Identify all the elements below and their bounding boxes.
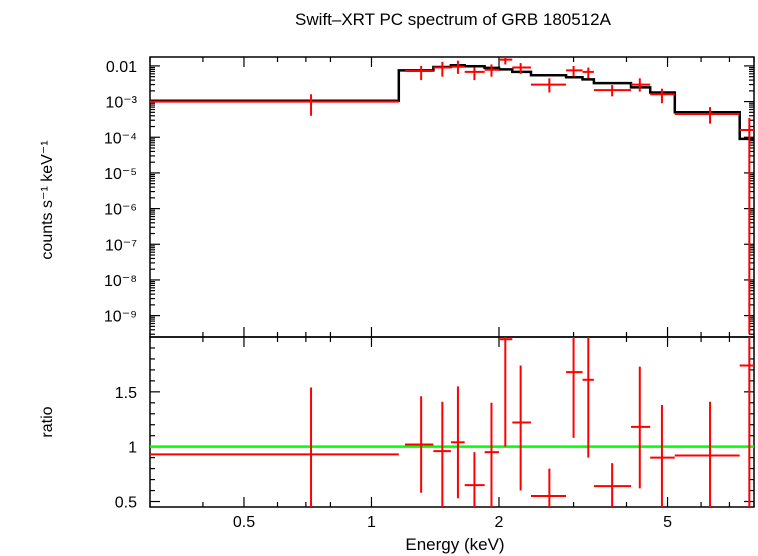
ratio-point [593, 463, 632, 507]
data-point [150, 94, 399, 116]
y-tick-label: 1 [128, 440, 137, 457]
y-tick-label: 10⁻³ [105, 95, 137, 112]
x-tick-label: 2 [495, 514, 504, 531]
spectrum-panel: 0.01 10⁻³ 10⁻⁴ 10⁻⁵ 10⁻⁶ 10⁻⁷ 10⁻⁸ 10⁻⁹ counts … [39, 56, 755, 338]
x-tick-label: 1 [367, 514, 376, 531]
data-point [464, 67, 485, 81]
data-point [498, 57, 513, 65]
x-axis-label: Energy (keV) [405, 535, 504, 554]
ratio-panel: 0.5 1 2 5 0.5 1 1.5 ratio Energy (keV) [39, 336, 755, 554]
y-tick-label: 10⁻⁴ [104, 130, 137, 147]
data-point [450, 60, 465, 74]
data-point [484, 64, 499, 77]
ratio-y-axis-label: ratio [39, 406, 56, 437]
y-tick-label: 0.5 [115, 495, 137, 512]
ratio-point [464, 452, 485, 507]
ratio-point [433, 401, 451, 507]
y-tick-label: 0.01 [106, 59, 137, 76]
spectrum-frame [149, 56, 755, 338]
ratio-point [582, 337, 594, 458]
ratio-point [484, 402, 499, 507]
ratio-point [512, 365, 531, 491]
data-point [530, 78, 567, 93]
data-point [433, 61, 451, 77]
y-tick-label: 10⁻⁸ [104, 273, 137, 290]
ratio-point [650, 405, 675, 507]
data-point [593, 85, 632, 97]
data-point [650, 88, 675, 104]
ratio-point [631, 366, 651, 489]
spectrum-y-axis-label: counts s⁻¹ keV⁻¹ [39, 140, 56, 259]
ratio-point [530, 468, 567, 507]
data-point [631, 78, 651, 92]
y-tick-label: 10⁻⁹ [104, 309, 137, 326]
data-point [512, 63, 531, 74]
ratio-point [739, 337, 754, 507]
x-tick-label: 0.5 [233, 514, 255, 531]
ratio-point [405, 396, 434, 493]
y-tick-label: 10⁻⁵ [104, 166, 137, 183]
chart-title: Swift–XRT PC spectrum of GRB 180512A [295, 10, 612, 29]
ratio-point [566, 337, 583, 438]
ratio-point [450, 386, 465, 499]
ratio-point [150, 387, 399, 507]
y-tick-label: 10⁻⁶ [104, 202, 137, 219]
data-point [739, 117, 754, 335]
ratio-point [498, 337, 513, 447]
x-tick-label: 5 [663, 514, 672, 531]
data-point [674, 107, 740, 124]
data-point [405, 65, 434, 81]
ratio-point [674, 401, 740, 507]
y-tick-label: 1.5 [115, 385, 137, 402]
ratio-frame [149, 336, 755, 508]
data-point [582, 67, 594, 79]
y-tick-label: 10⁻⁷ [105, 237, 137, 254]
data-point [566, 65, 583, 77]
